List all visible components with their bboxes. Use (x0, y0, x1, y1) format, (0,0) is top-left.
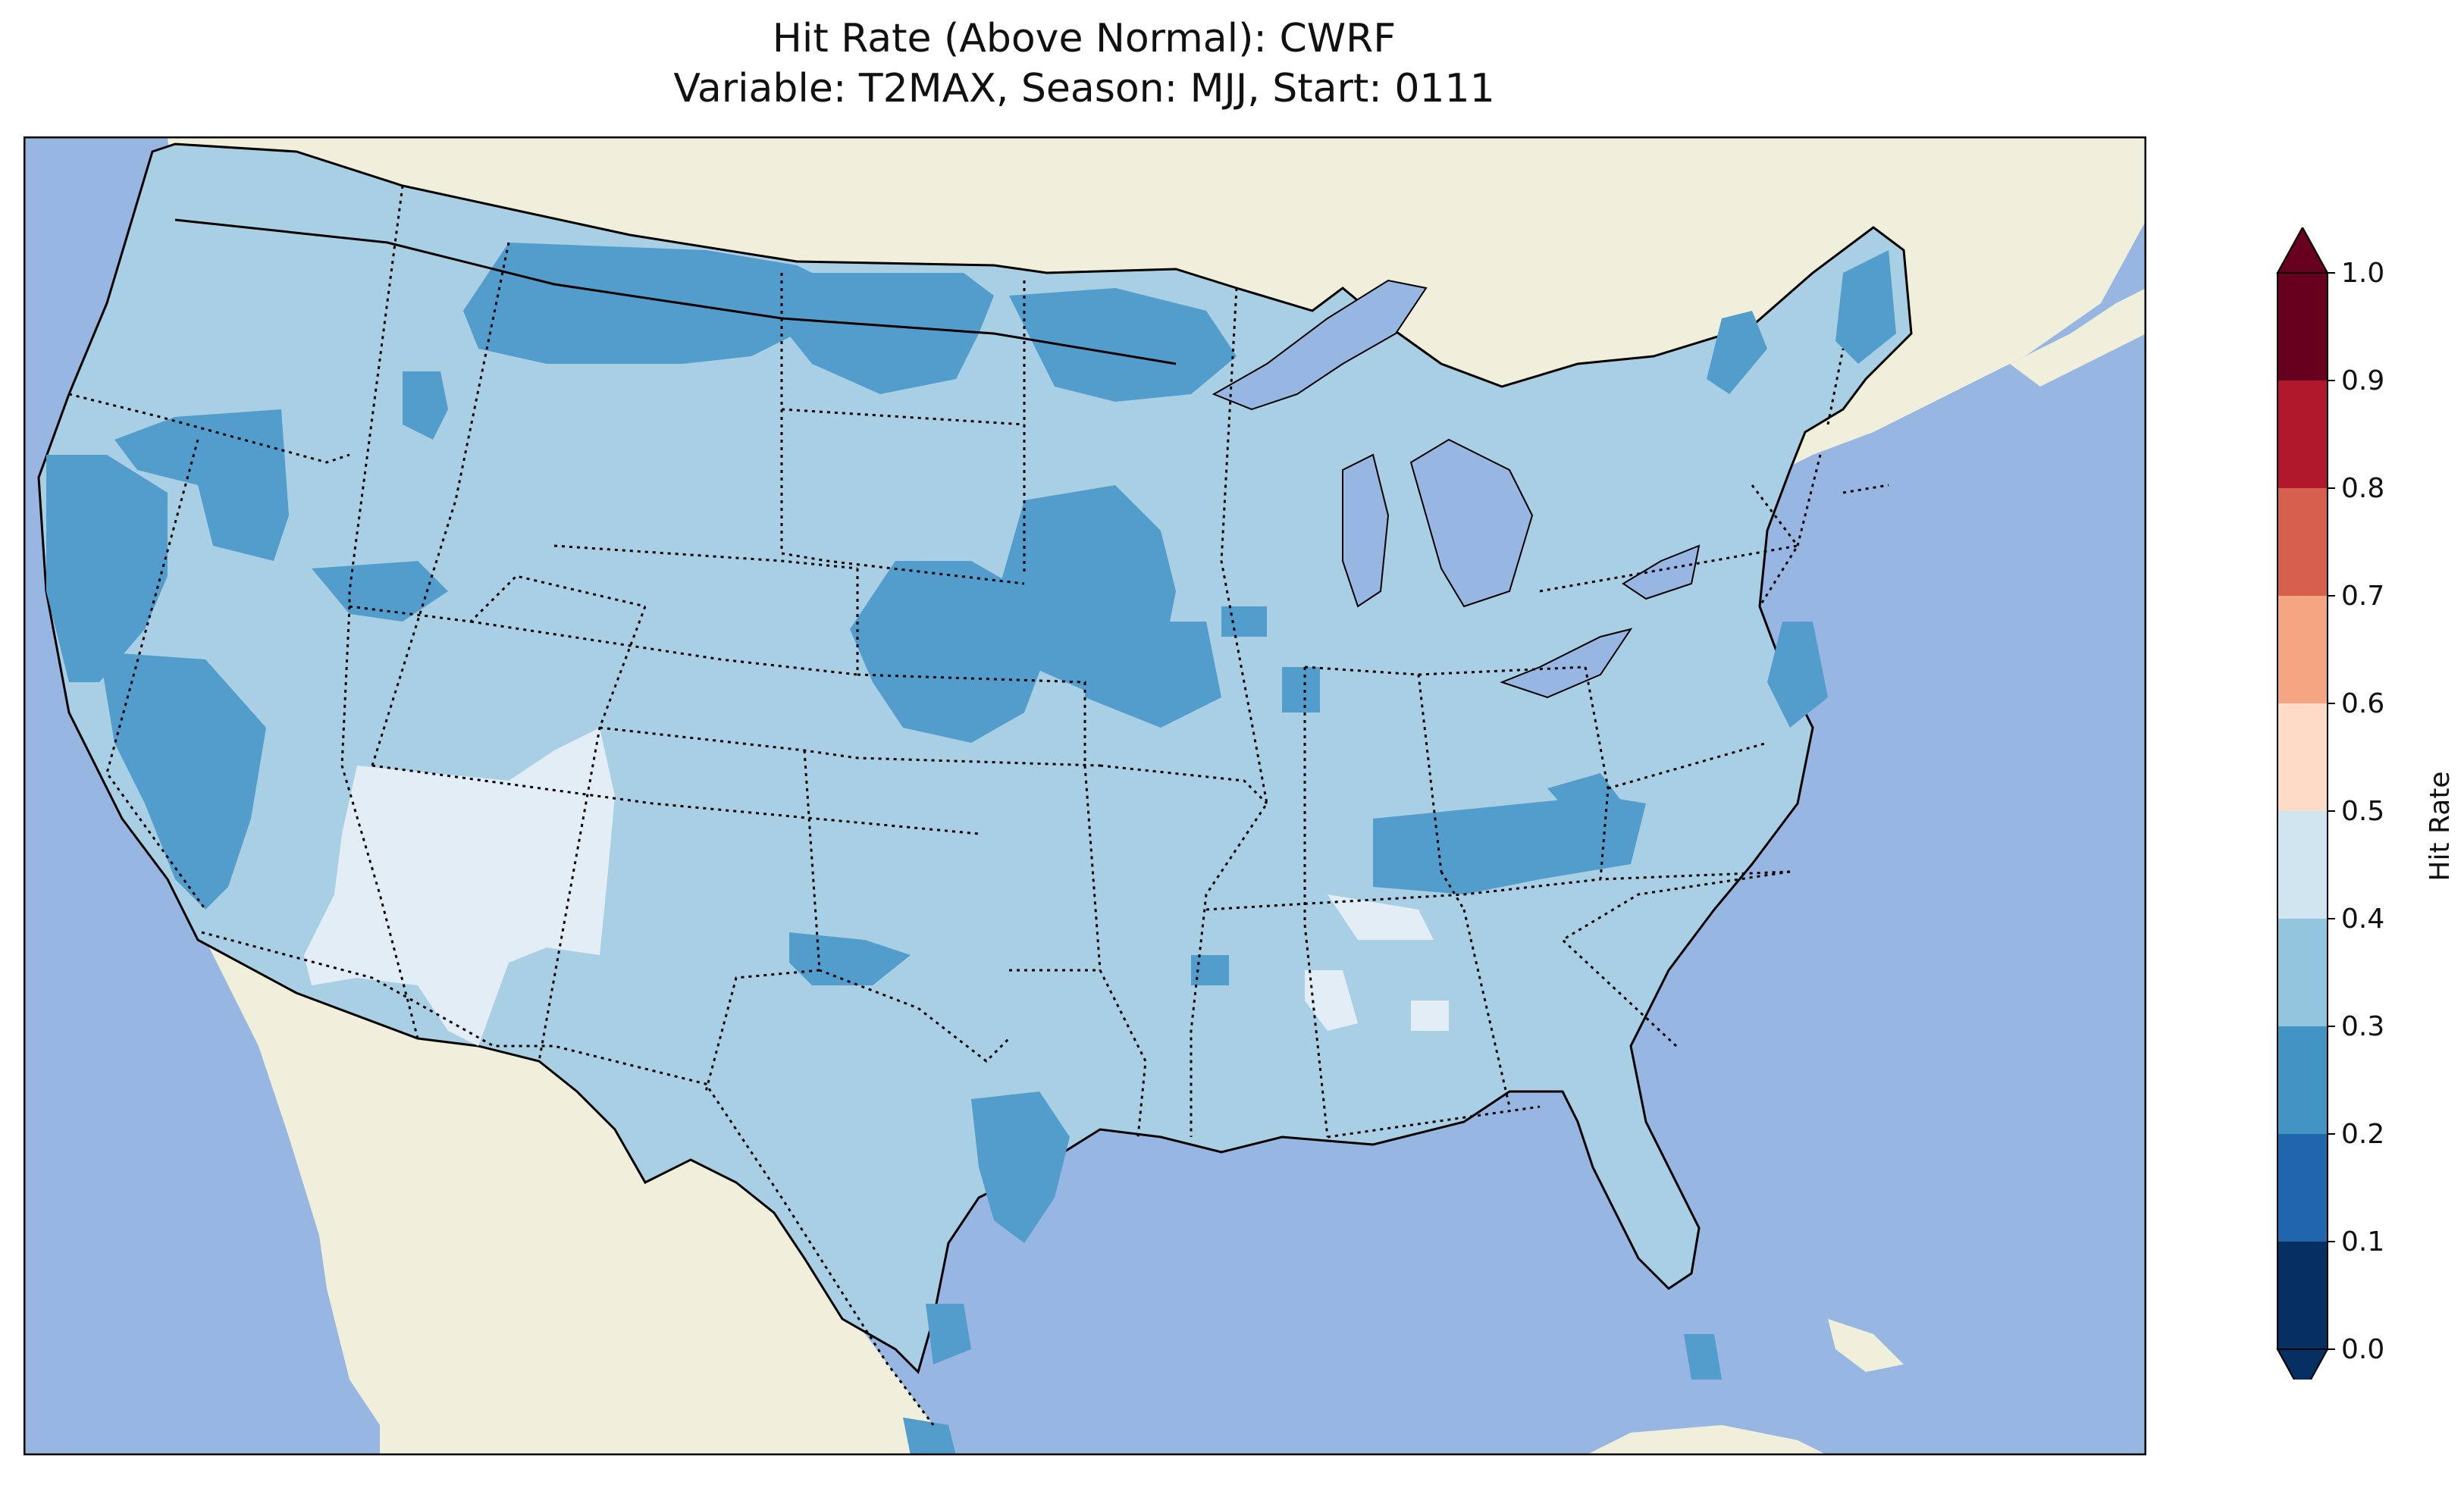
title-line-2: Variable: T2MAX, Season: MJJ, Start: 011… (673, 66, 1495, 111)
colorbar-segment (2277, 703, 2328, 811)
chart-title: Hit Rate (Above Normal): CWRF Variable: … (0, 14, 2168, 114)
colorbar-tick-label: 0.1 (2341, 1226, 2384, 1258)
colorbar-label: Hit Rate (2425, 771, 2456, 881)
map-panel (24, 136, 2146, 1455)
colorbar-tick-label: 0.6 (2341, 688, 2384, 719)
colorbar-segments (2276, 227, 2329, 1380)
title-line-1: Hit Rate (Above Normal): CWRF (772, 16, 1397, 61)
colorbar-tick-label: 0.0 (2341, 1334, 2384, 1365)
colorbar-tick-label: 0.3 (2341, 1011, 2384, 1042)
colorbar-extend-max (2276, 227, 2329, 274)
map-frame (24, 136, 2146, 1455)
low-hitrate-patches (46, 243, 1896, 1455)
state-borders (68, 185, 1889, 1139)
colorbar-tick-label: 0.7 (2341, 581, 2384, 612)
colorbar-tick-label: 0.9 (2341, 365, 2384, 396)
colorbar-segment (2277, 381, 2328, 488)
colorbar: 0.0 0.1 0.2 0.3 0.4 0.5 0.6 0.7 0.8 0.9 1.0 Hit Ra… (2276, 227, 2456, 1380)
colorbar-segment (2277, 273, 2328, 381)
colorbar-tick-label: 1.0 (2341, 258, 2384, 289)
baja-land (259, 985, 418, 1425)
mx-border (201, 931, 935, 1426)
colorbar-segment (2277, 1242, 2328, 1349)
colorbar-tick-label: 0.8 (2341, 473, 2384, 504)
colorbar-segment (2277, 919, 2328, 1026)
high-hitrate-patches (304, 728, 1449, 1046)
great-lakes (1212, 279, 1701, 699)
international-borders (174, 218, 1177, 365)
colorbar-tick-label: 0.4 (2341, 904, 2384, 935)
colorbar-ticks: 0.0 0.1 0.2 0.3 0.4 0.5 0.6 0.7 0.8 0.9 1.0 (2328, 258, 2384, 1365)
colorbar-tick-label: 0.2 (2341, 1119, 2384, 1150)
colorbar-extend-min (2276, 1348, 2329, 1380)
colorbar-segment (2277, 811, 2328, 919)
colorbar-tick-label: 0.5 (2341, 796, 2384, 827)
colorbar-segment (2277, 596, 2328, 703)
colorbar-segment (2277, 1134, 2328, 1242)
cuba-land (1828, 1319, 1904, 1372)
south-land (1585, 1425, 1828, 1455)
maritimes-land (2010, 288, 2146, 387)
colorbar-segment (2277, 488, 2328, 596)
colorbar-segment (2277, 1026, 2328, 1134)
